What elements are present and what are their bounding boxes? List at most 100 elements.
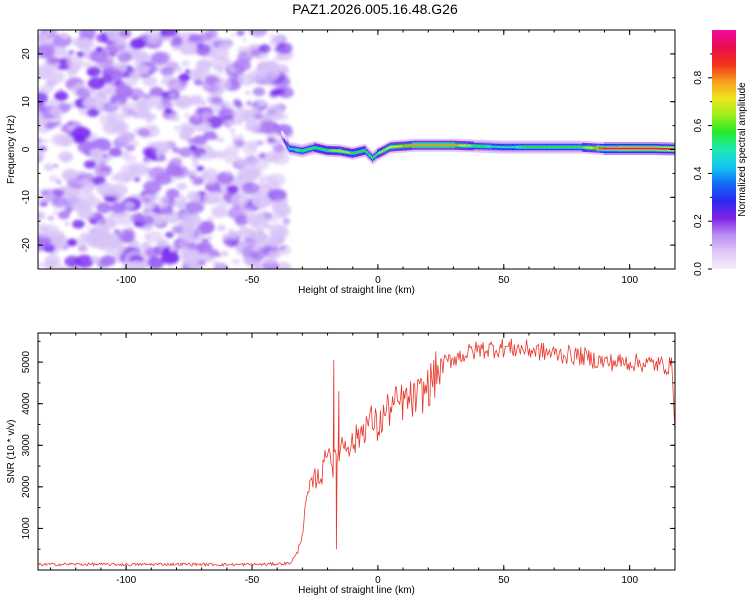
noise-blob — [190, 96, 202, 104]
signal-cell — [327, 149, 330, 152]
signal-cell — [355, 151, 358, 154]
signal-cell — [395, 145, 398, 148]
noise-blob — [129, 50, 145, 61]
noise-blob — [275, 42, 293, 55]
noise-blob — [144, 234, 151, 240]
noise-blob — [162, 206, 174, 215]
signal-cell — [652, 147, 655, 150]
signal-cell — [456, 144, 459, 147]
signal-cell — [406, 145, 408, 147]
noise-blob — [208, 249, 220, 258]
signal-cell — [548, 146, 550, 148]
noise-blob — [236, 172, 249, 182]
colorbar-tick-label: 0.2 — [693, 214, 704, 228]
noise-blob — [91, 43, 96, 47]
signal-cell — [630, 147, 632, 150]
signal-cell — [392, 146, 394, 148]
signal-cell — [504, 146, 506, 148]
noise-blob — [251, 170, 260, 177]
signal-cell — [479, 145, 481, 148]
signal-cell — [359, 150, 362, 153]
noise-blob — [105, 251, 110, 255]
noise-blob — [253, 113, 263, 120]
noise-blob — [115, 84, 133, 98]
noise-blob — [46, 56, 59, 65]
noise-blob — [66, 238, 78, 247]
signal-cell — [533, 146, 535, 148]
noise-blob — [247, 140, 259, 149]
signal-cell — [497, 146, 500, 148]
signal-cell — [427, 144, 430, 147]
noise-blob — [155, 173, 172, 185]
noise-blob — [231, 133, 236, 137]
noise-blob — [38, 44, 55, 59]
signal-cell — [525, 146, 528, 148]
signal-cell — [314, 146, 316, 149]
signal-cell — [460, 144, 462, 147]
noise-blob — [85, 232, 104, 246]
signal-cell — [528, 146, 530, 148]
signal-cell — [490, 145, 493, 148]
noise-blob — [272, 190, 287, 201]
noise-blob — [194, 114, 201, 119]
signal-cell — [470, 145, 472, 147]
noise-blob — [146, 256, 165, 269]
noise-blob — [234, 139, 246, 148]
noise-blob — [229, 128, 236, 133]
noise-blob — [117, 101, 122, 106]
signal-cell — [620, 147, 622, 150]
signal-cell — [518, 146, 520, 148]
signal-cell — [416, 144, 418, 147]
noise-blob — [149, 86, 164, 98]
signal-cell — [601, 147, 603, 150]
signal-cell — [553, 146, 555, 148]
noise-blob — [178, 222, 184, 226]
noise-blob — [57, 210, 70, 220]
noise-blob — [120, 233, 135, 244]
signal-cell — [523, 146, 525, 148]
signal-cell — [346, 151, 349, 154]
noise-blob — [258, 174, 278, 189]
noise-blob — [79, 191, 95, 203]
noise-blob — [186, 191, 201, 202]
noise-blob — [143, 180, 162, 194]
noise-blob — [258, 120, 278, 134]
noise-blob — [231, 104, 238, 108]
noise-blob — [66, 56, 84, 69]
signal-cell — [350, 152, 353, 154]
noise-blob — [77, 209, 90, 219]
noise-blob — [181, 251, 200, 265]
signal-cell — [380, 150, 383, 153]
signal-cell — [321, 148, 324, 151]
noise-blob — [142, 208, 149, 213]
noise-blob — [173, 125, 181, 131]
noise-blob — [94, 164, 112, 177]
signal-cell — [574, 146, 577, 148]
signal-cell — [315, 147, 318, 149]
signal-cell — [286, 144, 289, 146]
noise-blob — [114, 170, 132, 184]
noise-blob — [220, 250, 229, 257]
noise-blob — [138, 96, 157, 110]
noise-blob — [156, 155, 162, 159]
noise-blob — [180, 60, 190, 67]
noise-blob — [83, 160, 96, 169]
noise-blob — [242, 38, 247, 42]
noise-blob — [59, 265, 67, 269]
noise-blob — [79, 178, 90, 186]
noise-blob — [110, 70, 125, 81]
signal-cell — [632, 147, 635, 150]
signal-cell — [638, 147, 641, 150]
colorbar-tick-label: 0.6 — [693, 118, 704, 132]
signal-cell — [491, 145, 494, 148]
signal-cell — [432, 144, 435, 147]
signal-cell — [569, 146, 572, 148]
noise-blob — [264, 151, 281, 163]
noise-blob — [222, 238, 234, 246]
signal-cell — [285, 142, 287, 144]
noise-blob — [272, 144, 285, 153]
signal-cell — [324, 149, 326, 151]
signal-cell — [486, 145, 489, 148]
noise-blob — [266, 104, 283, 116]
